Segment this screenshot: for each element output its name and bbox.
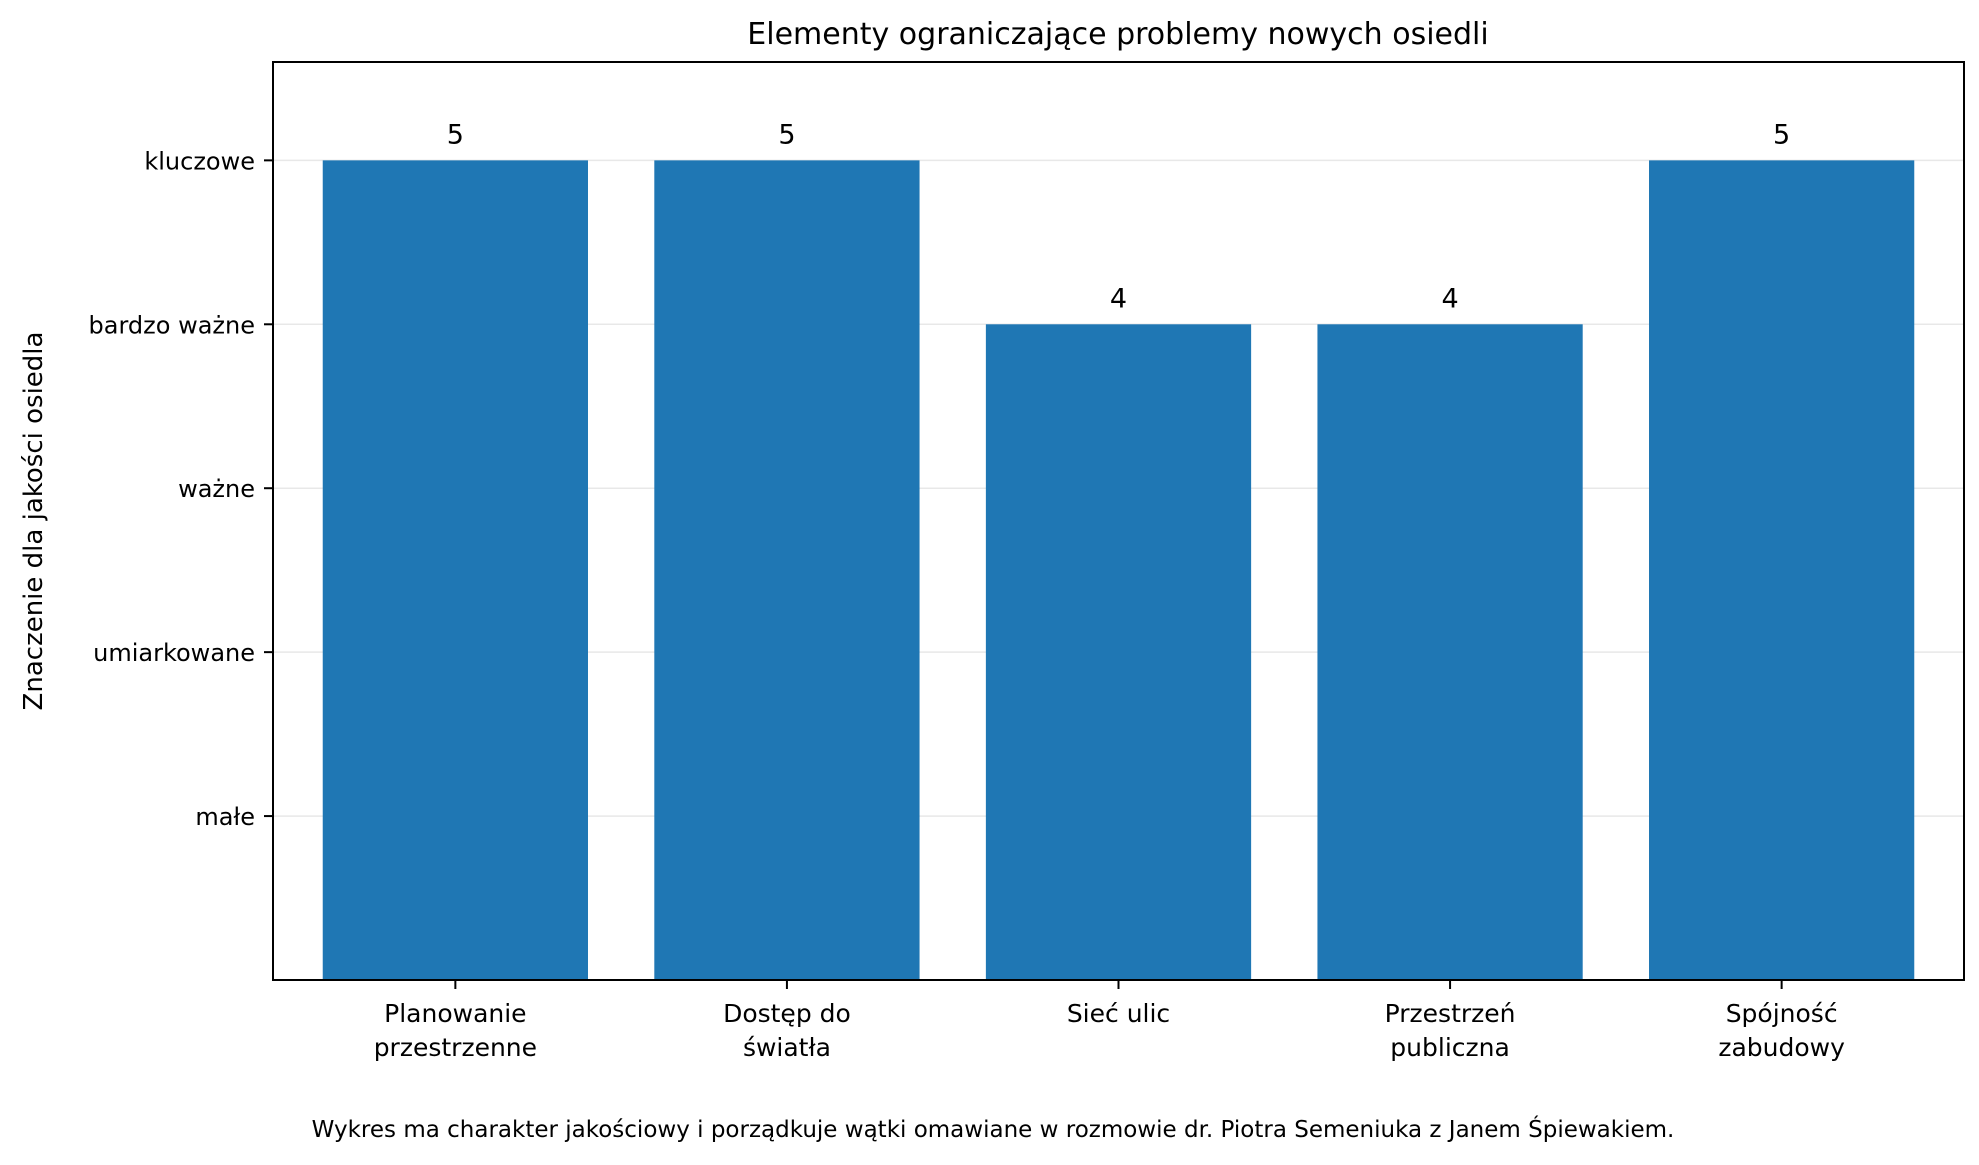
x-tick-label-line: przestrzenne xyxy=(374,1033,537,1062)
value-labels: 5 5 4 4 5 xyxy=(447,119,1790,314)
y-tick-label: ważne xyxy=(178,475,255,503)
x-tick-label-line: zabudowy xyxy=(1718,1033,1845,1062)
x-axis: Planowanie przestrzenne Dostęp do światła Si… xyxy=(374,980,1845,1062)
x-tick-label-line: Przestrzeń xyxy=(1385,999,1516,1028)
x-tick-label: Dostęp do światła xyxy=(723,999,851,1062)
bar xyxy=(1317,324,1583,980)
bar-value-label: 5 xyxy=(778,119,795,150)
x-tick-label: Sieć ulic xyxy=(1067,999,1170,1028)
x-tick-label-line: Planowanie xyxy=(384,999,526,1028)
bar-value-label: 5 xyxy=(447,119,464,150)
x-tick-label-line: Spójność xyxy=(1726,999,1838,1028)
x-tick-label: Planowanie przestrzenne xyxy=(374,999,537,1062)
y-tick-label: umiarkowane xyxy=(93,639,255,667)
y-axis-label: Znaczenie dla jakości osiedla xyxy=(19,332,49,711)
bar xyxy=(1649,160,1915,980)
x-tick-label: Spójność zabudowy xyxy=(1718,999,1845,1062)
x-tick-label: Przestrzeń publiczna xyxy=(1385,999,1516,1062)
bar xyxy=(322,160,588,980)
x-tick-label-line: publiczna xyxy=(1390,1033,1510,1062)
y-tick-label: bardzo ważne xyxy=(89,311,255,339)
bar xyxy=(985,324,1252,980)
bar-value-label: 5 xyxy=(1773,119,1790,150)
bars xyxy=(322,160,1915,980)
y-axis: małe umiarkowane ważne bardzo ważne kluczowe xyxy=(89,147,273,831)
x-tick-label-line: Dostęp do xyxy=(723,999,851,1028)
y-tick-label: małe xyxy=(195,803,255,831)
chart-title: Elementy ograniczające problemy nowych o… xyxy=(747,17,1488,52)
footnote: Wykres ma charakter jakościowy i porządk… xyxy=(312,1115,1675,1143)
bar-value-label: 4 xyxy=(1441,283,1458,314)
bar-value-label: 4 xyxy=(1110,283,1127,314)
y-tick-label: kluczowe xyxy=(144,147,255,175)
x-tick-label-line: Sieć ulic xyxy=(1067,999,1170,1028)
bar xyxy=(654,160,920,980)
x-tick-label-line: światła xyxy=(743,1033,831,1062)
